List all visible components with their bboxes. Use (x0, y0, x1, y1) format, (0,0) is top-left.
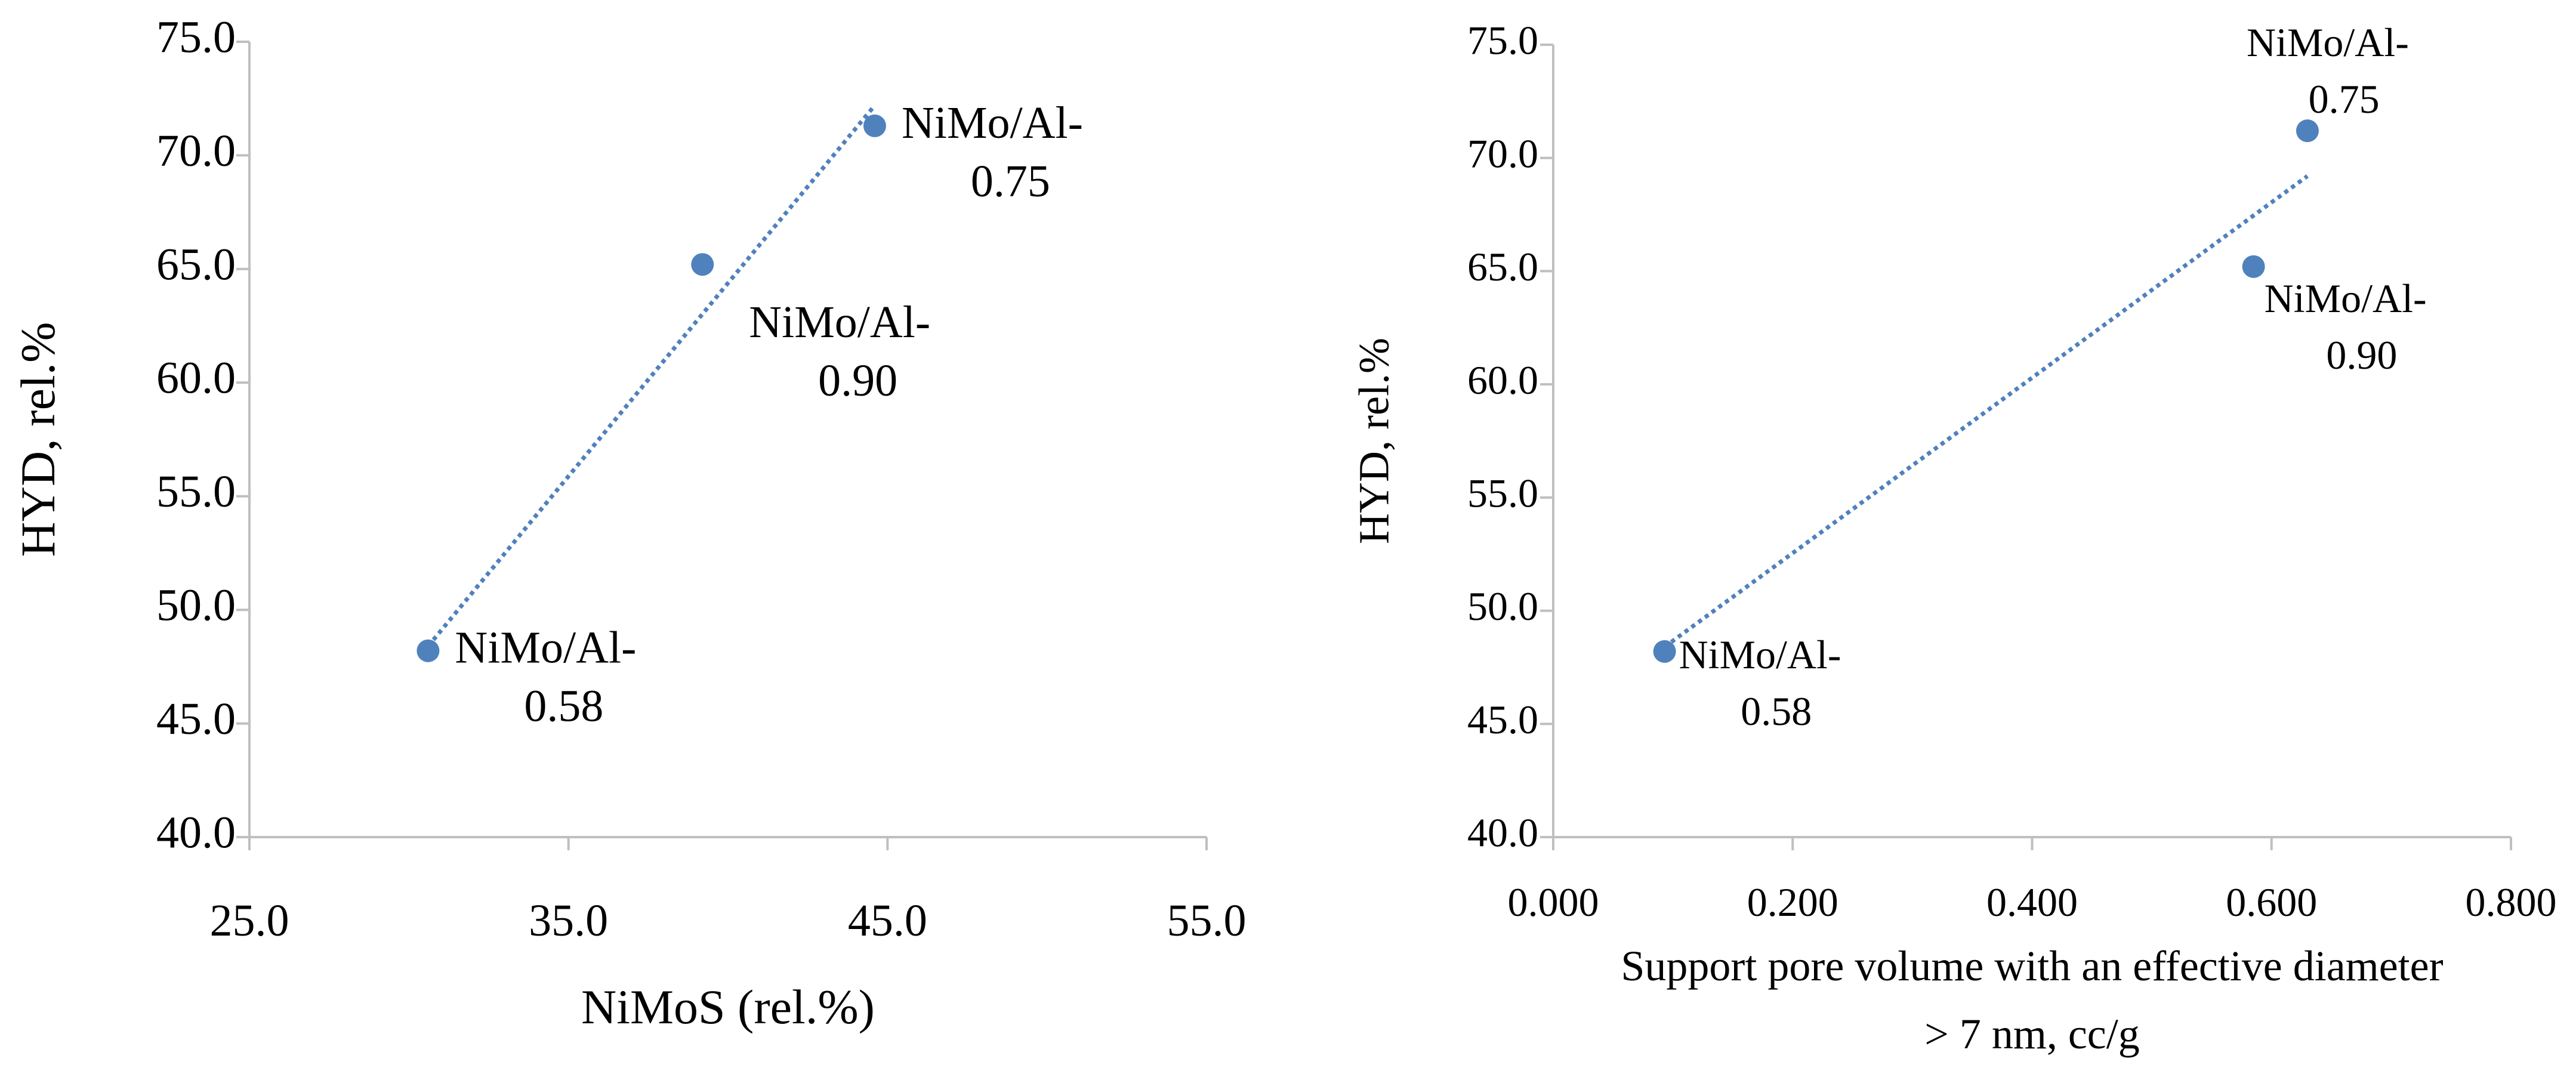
chart-hyd-vs-pore-volume: 40.0 45.0 50.0 55.0 60.0 65.0 70.0 75.0 0.000 0.2… (1350, 18, 2557, 1058)
data-label-line-2: 0.58 (524, 681, 603, 732)
x-tick-label: 35.0 (529, 896, 608, 946)
data-label-line-2: 0.75 (2309, 76, 2380, 122)
chart-hyd-vs-nimos: 40.0 45.0 50.0 55.0 60.0 65.0 70.0 75.0 25.0 35.0… (11, 12, 1247, 1034)
y-tick-label: 55.0 (1467, 470, 1538, 516)
x-tick-label: 25.0 (210, 896, 289, 946)
data-label-line-2: 0.90 (2326, 332, 2397, 378)
y-tick-label: 45.0 (156, 694, 236, 744)
data-point (691, 253, 714, 276)
y-tick-label: 60.0 (1467, 357, 1538, 403)
y-tick-label: 50.0 (156, 581, 236, 631)
data-label-line-1: NiMo/Al- (455, 623, 636, 673)
data-label-line-1: NiMo/Al- (902, 98, 1083, 148)
data-label-line-1: NiMo/Al- (2265, 276, 2427, 321)
y-tick-label: 40.0 (156, 807, 236, 857)
x-tick-label: 0.200 (1747, 879, 1838, 925)
data-label-line-2: 0.58 (1741, 689, 1812, 734)
x-tick-label: 0.000 (1508, 879, 1599, 925)
data-point (417, 639, 440, 662)
data-point (863, 114, 886, 137)
data-label-line-1: NiMo/Al- (2247, 20, 2409, 65)
y-tick-label: 70.0 (156, 126, 236, 176)
y-tick-label: 55.0 (156, 467, 236, 517)
trendline (426, 104, 877, 648)
data-point (1653, 640, 1676, 663)
x-axis-title: NiMoS (rel.%) (581, 980, 875, 1034)
y-tick-label: 40.0 (1467, 810, 1538, 856)
data-point (2242, 255, 2265, 278)
y-tick-label: 75.0 (1467, 18, 1538, 63)
trendline (1663, 174, 2309, 649)
data-label-line-2: 0.90 (818, 356, 897, 406)
x-tick-label: 0.800 (2466, 879, 2557, 925)
x-tick-label: 0.600 (2226, 879, 2317, 925)
data-point (2296, 119, 2319, 143)
y-axis-title: HYD, rel.% (1350, 338, 1398, 544)
y-tick-label: 45.0 (1467, 697, 1538, 742)
y-tick-label: 60.0 (156, 353, 236, 403)
y-tick-label: 50.0 (1467, 584, 1538, 629)
x-tick-label: 0.400 (1986, 879, 2078, 925)
data-label-line-2: 0.75 (971, 156, 1050, 206)
x-tick-label: 55.0 (1167, 896, 1247, 946)
y-tick-label: 65.0 (156, 239, 236, 289)
y-tick-label: 75.0 (156, 12, 236, 62)
x-tick-label: 45.0 (848, 896, 927, 946)
y-tick-label: 65.0 (1467, 244, 1538, 289)
x-axis-title-line-1: Support pore volume with an effective di… (1621, 942, 2443, 990)
x-axis-title-line-2: > 7 nm, cc/g (1924, 1010, 2140, 1058)
data-label-line-1: NiMo/Al- (1679, 632, 1841, 677)
y-axis-title: HYD, rel.% (11, 322, 65, 557)
y-tick-label: 70.0 (1467, 131, 1538, 176)
data-label-line-1: NiMo/Al- (749, 297, 930, 347)
